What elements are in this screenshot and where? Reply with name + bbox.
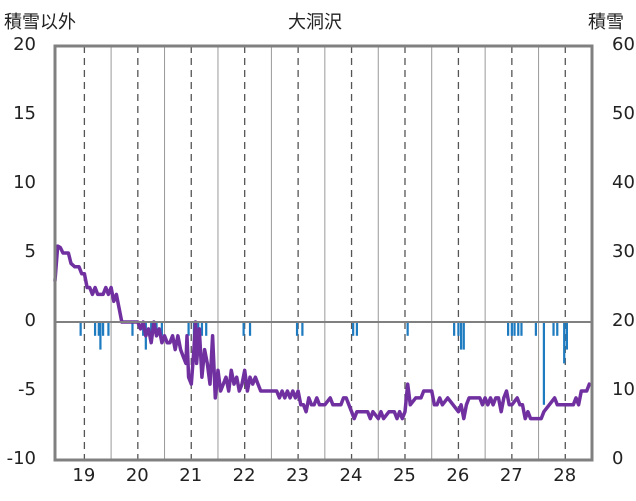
bar bbox=[520, 322, 523, 336]
bar bbox=[301, 322, 304, 336]
chart-title: 大洞沢 bbox=[288, 12, 342, 33]
bar bbox=[101, 322, 105, 336]
x-tick-label: 26 bbox=[446, 465, 470, 486]
bar bbox=[355, 322, 359, 336]
bar bbox=[97, 322, 100, 336]
left-tick-label: 10 bbox=[13, 172, 36, 193]
bar bbox=[205, 322, 208, 336]
bar bbox=[534, 322, 538, 336]
bar bbox=[517, 322, 520, 336]
bar bbox=[248, 322, 252, 336]
right-tick-label: 60 bbox=[612, 34, 635, 55]
bar bbox=[459, 322, 463, 350]
left-tick-label: -5 bbox=[18, 379, 36, 400]
bar bbox=[556, 322, 559, 336]
right-tick-label: 40 bbox=[612, 172, 635, 193]
bar bbox=[242, 322, 245, 336]
bar bbox=[563, 322, 566, 364]
right-tick-label: 30 bbox=[612, 241, 635, 262]
x-tick-label: 20 bbox=[125, 465, 149, 486]
bar-series bbox=[79, 322, 568, 405]
x-tick-label: 25 bbox=[392, 465, 416, 486]
bar bbox=[295, 322, 299, 336]
line-series bbox=[53, 244, 592, 421]
right-tick-label: 10 bbox=[612, 379, 635, 400]
snow-depth-line bbox=[53, 244, 592, 421]
left-tick-label: -10 bbox=[6, 448, 36, 469]
bar bbox=[187, 322, 190, 336]
bar bbox=[352, 322, 355, 336]
bar bbox=[506, 322, 510, 336]
left-tick-label: 0 bbox=[24, 310, 36, 331]
bar bbox=[513, 322, 516, 336]
bar bbox=[457, 322, 460, 336]
bar bbox=[406, 322, 409, 336]
bar bbox=[552, 322, 555, 336]
bar bbox=[79, 322, 82, 336]
bar bbox=[160, 322, 163, 336]
bar bbox=[107, 322, 110, 336]
x-tick-label: 24 bbox=[339, 465, 363, 486]
bar bbox=[200, 322, 204, 336]
plot-frame bbox=[53, 44, 594, 462]
x-tick-label: 19 bbox=[72, 465, 96, 486]
right-tick-label: 20 bbox=[612, 310, 635, 331]
bar bbox=[510, 322, 513, 336]
x-tick-label: 21 bbox=[179, 465, 203, 486]
right-axis-label: 積雪 bbox=[588, 12, 624, 33]
bar bbox=[131, 322, 134, 336]
bar bbox=[99, 322, 102, 350]
x-tick-label: 27 bbox=[499, 465, 523, 486]
left-tick-label: 15 bbox=[13, 103, 36, 124]
x-tick-label: 23 bbox=[286, 465, 310, 486]
bar bbox=[150, 322, 153, 336]
bar bbox=[453, 322, 456, 336]
right-tick-label: 0 bbox=[612, 448, 624, 469]
left-tick-label: 20 bbox=[13, 34, 36, 55]
bar bbox=[542, 322, 546, 405]
right-tick-label: 50 bbox=[612, 103, 635, 124]
left-tick-label: 5 bbox=[24, 241, 36, 262]
x-tick-label: 28 bbox=[553, 465, 577, 486]
x-tick-label: 22 bbox=[232, 465, 256, 486]
left-axis-label: 積雪以外 bbox=[4, 12, 76, 33]
bar bbox=[565, 322, 568, 350]
bar bbox=[462, 322, 465, 350]
bar bbox=[93, 322, 97, 336]
